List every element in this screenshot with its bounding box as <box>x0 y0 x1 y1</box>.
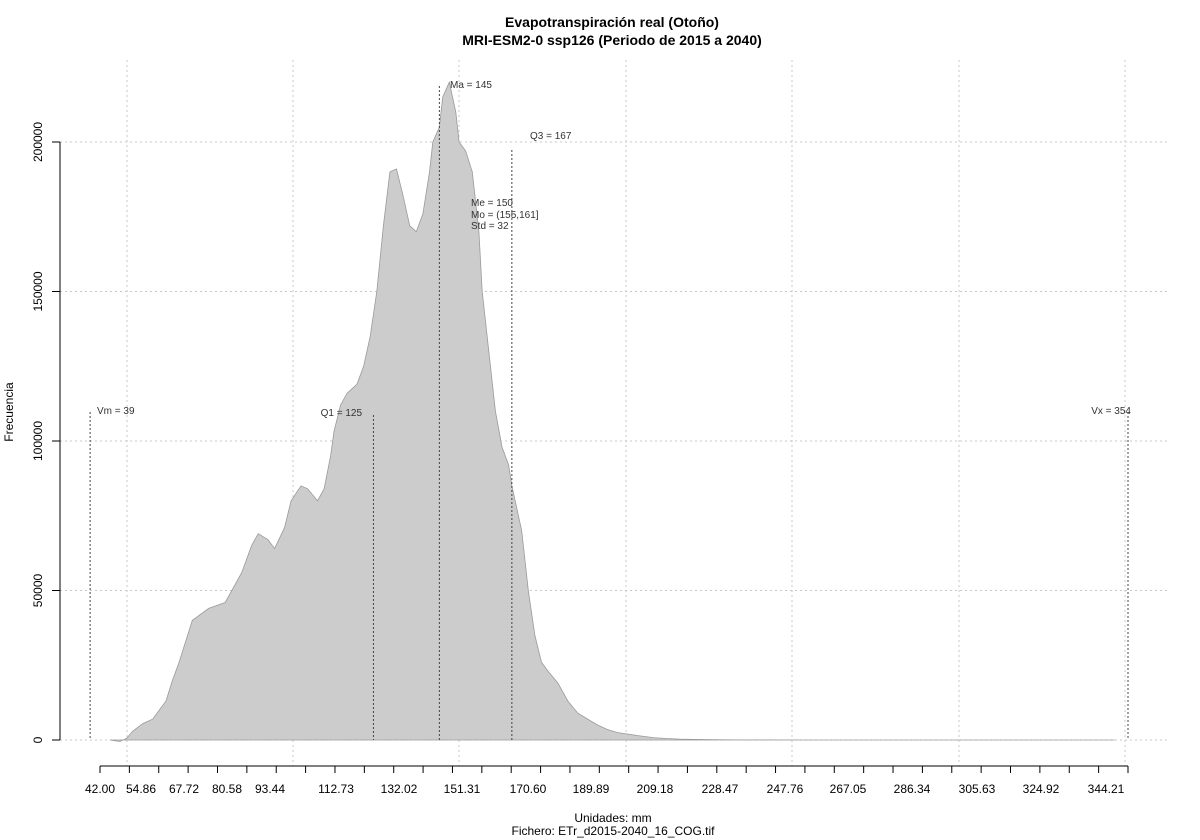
x-tick-label: 42.00 <box>85 782 115 796</box>
x-tick-label: 324.92 <box>1023 782 1060 796</box>
x-tick-label: 80.58 <box>212 782 242 796</box>
chart-subtitle: MRI-ESM2-0 ssp126 (Periodo de 2015 a 204… <box>462 32 762 48</box>
stat-mode: Mo = (155,161] <box>471 210 539 221</box>
x-tick-label: 286.34 <box>894 782 931 796</box>
x-tick-label: 267.05 <box>830 782 867 796</box>
y-tick-label: 100000 <box>31 421 45 461</box>
y-tick-label: 50000 <box>31 573 45 607</box>
reference-lines: Vm = 39 Q1 = 125 Ma = 145 Q3 = 167 Vx = 354 <box>89 80 1131 740</box>
x-ticks: 42.00 54.86 67.72 80.58 93.44 112.73 132.02 151… <box>85 766 1129 796</box>
chart-title: Evapotranspiración real (Otoño) <box>505 14 719 30</box>
y-tick-label: 150000 <box>31 271 45 311</box>
reference-label: Ma = 145 <box>450 80 492 91</box>
y-tick-label: 0 <box>31 736 45 743</box>
density-area <box>109 80 1115 742</box>
y-axis-label: Frecuencia <box>2 382 16 442</box>
x-tick-label: 170.60 <box>510 782 547 796</box>
reference-label: Vx = 354 <box>1091 406 1131 417</box>
x-tick-label: 247.76 <box>767 782 804 796</box>
stat-mean: Me = 150 <box>471 198 513 209</box>
x-tick-label: 209.18 <box>637 782 674 796</box>
x-tick-label: 151.31 <box>444 782 481 796</box>
reference-label: Q1 = 125 <box>321 408 363 419</box>
x-tick-label: 305.63 <box>959 782 996 796</box>
y-ticks: 0 50000 100000 150000 200000 <box>31 122 60 743</box>
x-tick-label: 67.72 <box>169 782 199 796</box>
x-tick-label: 93.44 <box>255 782 285 796</box>
x-axis-label: Unidades: mm <box>574 811 651 825</box>
x-tick-label: 112.73 <box>318 782 354 796</box>
x-tick-label: 228.47 <box>702 782 739 796</box>
file-caption: Fichero: ETr_d2015-2040_16_COG.tif <box>512 824 716 838</box>
y-tick-label: 200000 <box>31 122 45 162</box>
x-tick-label: 132.02 <box>381 782 418 796</box>
x-tick-label: 344.21 <box>1088 782 1125 796</box>
x-tick-label: 189.89 <box>573 782 610 796</box>
stat-std: Std = 32 <box>471 221 509 232</box>
reference-label: Q3 = 167 <box>530 131 572 142</box>
reference-label: Vm = 39 <box>97 406 135 417</box>
x-tick-label: 54.86 <box>126 782 156 796</box>
